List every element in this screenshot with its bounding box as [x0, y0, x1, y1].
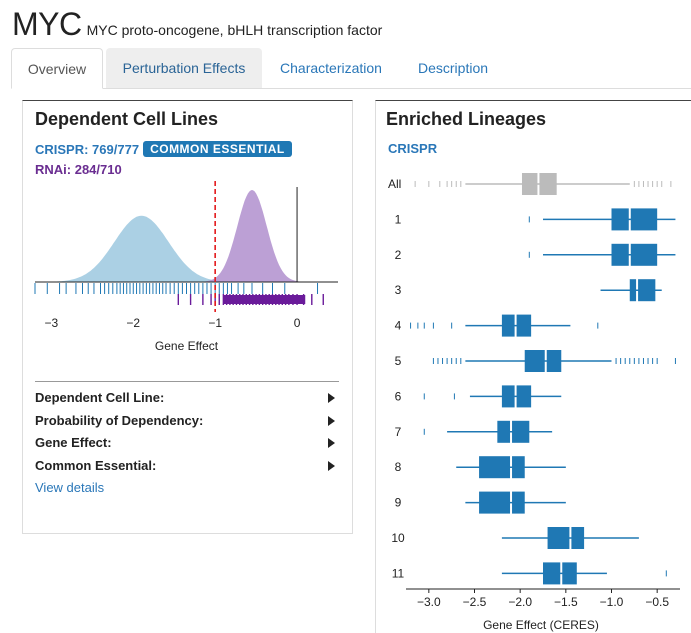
box-lower: [497, 420, 511, 443]
detail-label: Dependent Cell Line:: [35, 390, 165, 405]
lineage-label: 4: [395, 319, 402, 333]
box-lower: [543, 562, 561, 585]
gene-full-name: MYC proto-oncogene, bHLH transcription f…: [86, 22, 383, 38]
lineage-label: 11: [392, 566, 405, 580]
box-lower: [547, 527, 570, 549]
crispr-count: CRISPR: 769/777 COMMON ESSENTIAL: [35, 141, 292, 157]
detail-gene-effect[interactable]: Gene Effect:: [35, 435, 339, 458]
detail-label: Gene Effect:: [35, 435, 112, 450]
density-x-tick-label: −3: [45, 316, 59, 330]
lineage-label: 9: [395, 496, 402, 510]
density-x-tick-label: −1: [208, 316, 222, 330]
lineage-label: 7: [395, 425, 402, 439]
tab-bar: Overview Perturbation Effects Characteri…: [11, 48, 691, 89]
box-x-tick-label: −1.0: [600, 595, 624, 609]
density-x-axis-label: Gene Effect: [155, 339, 219, 353]
box-lower: [521, 173, 538, 195]
box-x-tick-label: −0.5: [645, 595, 669, 609]
tab-description[interactable]: Description: [417, 60, 489, 76]
box-lower: [611, 243, 629, 266]
box-lower: [479, 491, 511, 514]
common-essential-badge: COMMON ESSENTIAL: [143, 141, 292, 157]
panel-title-dependent: Dependent Cell Lines: [35, 109, 219, 129]
gene-symbol: MYC: [12, 6, 82, 42]
box-x-axis-label: Gene Effect (CERES): [483, 618, 599, 632]
box-x-tick-label: −2.0: [508, 595, 532, 609]
box-lower: [611, 208, 629, 231]
view-details-link[interactable]: View details: [35, 480, 105, 495]
box-upper: [571, 527, 585, 549]
panel-title-enriched: Enriched Lineages: [386, 109, 547, 129]
lineage-label: 8: [395, 460, 402, 474]
detail-common-essential[interactable]: Common Essential:: [35, 458, 339, 481]
lineage-label: 5: [395, 354, 402, 368]
box-upper: [630, 243, 658, 266]
gene-header: MYC MYC proto-oncogene, bHLH transcripti…: [12, 6, 382, 43]
box-x-tick-label: −2.5: [463, 595, 487, 609]
box-lower: [501, 385, 515, 408]
gene-effect-density-chart: −3 −2 −1 0 Gene Effect: [34, 181, 338, 353]
detail-probability-of-dependency[interactable]: Probability of Dependency:: [35, 413, 339, 436]
box-lower: [501, 314, 515, 337]
box-upper: [562, 562, 577, 585]
box-upper: [546, 350, 562, 372]
detail-dependent-cell-line[interactable]: Dependent Cell Line:: [35, 390, 339, 413]
caret-right-icon: [328, 460, 335, 471]
detail-list: Dependent Cell Line: Probability of Depe…: [35, 381, 339, 495]
box-lower: [629, 279, 637, 302]
lineage-label: All: [388, 177, 401, 191]
box-upper: [512, 491, 525, 514]
box-upper: [516, 385, 532, 408]
box-x-tick-label: −3.0: [417, 595, 441, 609]
box-upper: [638, 279, 656, 302]
box-upper: [512, 420, 530, 443]
crispr-count-text: CRISPR: 769/777: [35, 141, 140, 157]
dependent-cell-lines-panel: Dependent Cell Lines CRISPR: 769/777 COM…: [22, 100, 353, 534]
tab-overview[interactable]: Overview: [11, 48, 103, 89]
caret-right-icon: [328, 415, 335, 426]
lineage-label: 2: [395, 248, 402, 262]
detail-label: Common Essential:: [35, 457, 157, 473]
box-x-tick-label: −1.5: [554, 595, 578, 609]
rnai-count: RNAi: 284/710: [35, 162, 122, 177]
crispr-label: CRISPR: [388, 141, 438, 156]
rnai-rug-band: [223, 295, 306, 304]
lineage-label: 6: [395, 389, 402, 403]
lineage-boxplot-chart: All 1 2 3 4 5 6 7 8 9 10 11 −3.0 −2.5 −2.0 −1.5 −1.0 −0.5…: [388, 173, 680, 632]
box-upper: [630, 208, 658, 231]
lineage-label: 10: [391, 531, 405, 545]
density-x-tick-label: −2: [126, 316, 140, 330]
box-upper: [512, 456, 525, 479]
lineage-label: 3: [395, 283, 402, 297]
caret-right-icon: [328, 438, 335, 448]
detail-label: Probability of Dependency:: [35, 412, 204, 428]
box-lower: [479, 456, 511, 479]
tab-characterization[interactable]: Characterization: [280, 60, 382, 76]
density-x-tick-label: 0: [294, 316, 301, 330]
tab-perturbation-effects[interactable]: Perturbation Effects: [106, 48, 262, 88]
caret-right-icon: [328, 393, 335, 403]
box-upper: [516, 314, 532, 337]
enriched-lineages-panel: Enriched Lineages CRISPR All 1 2 3 4 5 6 7 8 9 10 1…: [375, 100, 691, 633]
box-upper: [539, 173, 557, 195]
density-crispr: [35, 215, 338, 282]
lineage-label: 1: [395, 212, 402, 226]
density-rnai: [35, 190, 338, 282]
box-lower: [524, 350, 545, 372]
